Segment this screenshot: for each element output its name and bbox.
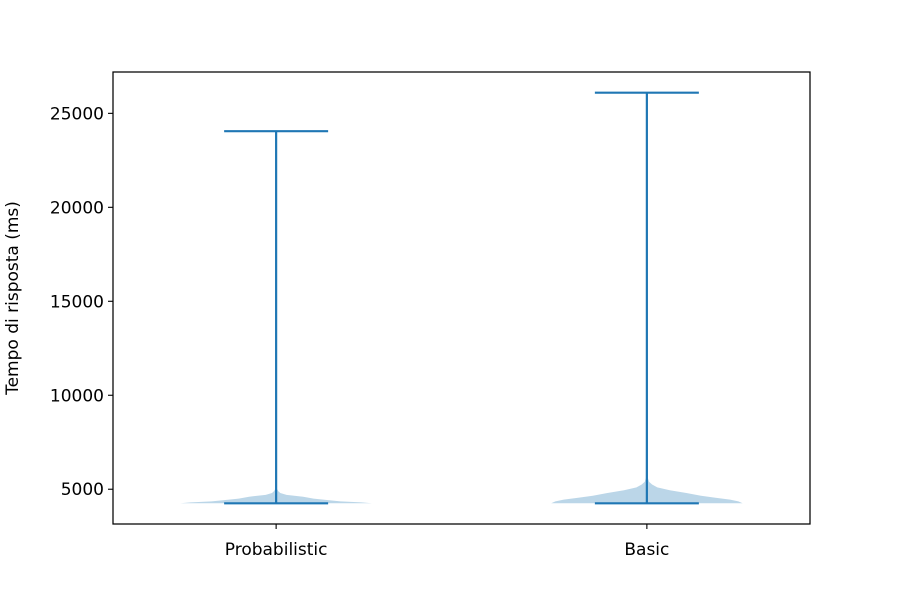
violin-bodies [180, 241, 743, 504]
y-tick-label: 15000 [50, 292, 104, 312]
y-axis-label: Tempo di risposta (ms) [3, 201, 23, 396]
x-axis: Probabilistic Basic [225, 524, 669, 560]
plot-frame [112, 71, 811, 525]
y-tick-label: 10000 [50, 386, 104, 406]
x-tick-label-basic: Basic [624, 540, 669, 560]
y-tick-label: 5000 [61, 480, 104, 500]
violin-lines [224, 91, 699, 505]
y-tick-label: 25000 [50, 104, 104, 124]
x-tick-label-probabilistic: Probabilistic [225, 540, 328, 560]
y-tick-label: 20000 [50, 198, 104, 218]
y-axis: 5000 10000 15000 20000 25000 [50, 104, 113, 500]
